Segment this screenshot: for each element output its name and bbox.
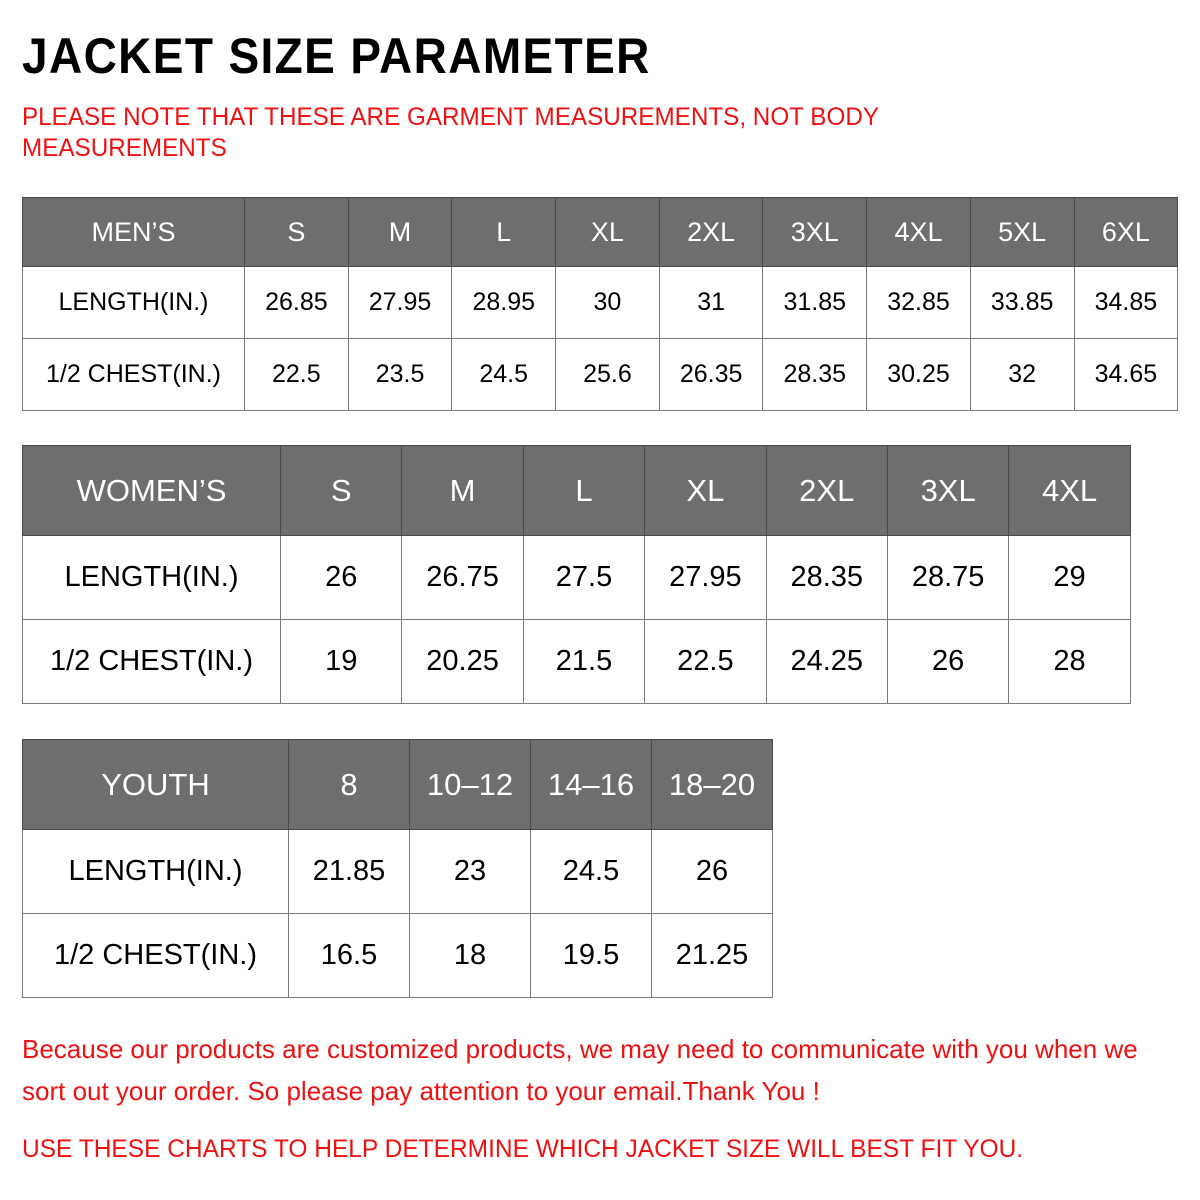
customization-note: Because our products are customized prod… (22, 1034, 1138, 1106)
cell-mens-length-s: 26.85 (244, 266, 349, 339)
row-label-womens-chest: 1/2 CHEST(IN.) (22, 619, 281, 704)
cell-youth-length-18-20: 26 (651, 829, 773, 914)
row-label-youth-chest: 1/2 CHEST(IN.) (22, 913, 289, 998)
column-header-womens-4xl: 4XL (1008, 445, 1131, 536)
cell-womens-chest-2xl: 24.25 (765, 619, 888, 704)
cell-youth-chest-10-12: 18 (409, 913, 531, 998)
table-header-row: YOUTH 8 10–12 14–16 18–20 (22, 739, 773, 830)
column-header-youth-label: YOUTH (22, 739, 289, 830)
column-header-womens-m: M (401, 445, 524, 536)
column-header-womens-l: L (522, 445, 646, 536)
cell-mens-chest-4xl: 30.25 (866, 338, 971, 411)
table-row: 1/2 CHEST(IN.) 22.5 23.5 24.5 25.6 26.35… (22, 338, 1179, 411)
cell-youth-chest-8: 16.5 (288, 913, 410, 998)
cell-womens-length-m: 26.75 (401, 535, 524, 620)
garment-measurement-notice: PLEASE NOTE THAT THESE ARE GARMENT MEASU… (22, 103, 879, 162)
cell-mens-length-4xl: 32.85 (866, 266, 971, 339)
cell-mens-chest-s: 22.5 (244, 338, 349, 411)
cell-womens-chest-s: 19 (279, 619, 403, 704)
column-header-mens-2xl: 2XL (658, 197, 764, 267)
cell-mens-length-xl: 30 (555, 266, 660, 339)
footer-notes: Because our products are customized prod… (22, 998, 1178, 1166)
cell-mens-chest-l: 24.5 (451, 338, 557, 411)
column-header-womens-2xl: 2XL (765, 445, 888, 536)
cell-mens-length-l: 28.95 (451, 266, 557, 339)
column-header-youth-10-12: 10–12 (409, 739, 531, 830)
cell-mens-length-5xl: 33.85 (969, 266, 1075, 339)
table-header-row: MEN’S S M L XL 2XL 3XL 4XL 5XL 6XL (22, 197, 1179, 267)
cell-youth-length-10-12: 23 (409, 829, 531, 914)
row-label-womens-length: LENGTH(IN.) (22, 535, 281, 620)
womens-size-table: WOMEN’S S M L XL 2XL 3XL 4XL LENGTH(IN.)… (22, 445, 1131, 704)
column-header-mens-5xl: 5XL (969, 197, 1075, 267)
table-row: LENGTH(IN.) 21.85 23 24.5 26 (22, 829, 773, 914)
table-header-row: WOMEN’S S M L XL 2XL 3XL 4XL (22, 445, 1131, 536)
column-header-mens-6xl: 6XL (1073, 197, 1179, 267)
cell-youth-length-8: 21.85 (288, 829, 410, 914)
cell-mens-chest-3xl: 28.35 (762, 338, 868, 411)
cell-womens-length-s: 26 (279, 535, 403, 620)
cell-mens-chest-xl: 25.6 (555, 338, 660, 411)
cell-youth-chest-18-20: 21.25 (651, 913, 773, 998)
youth-size-table: YOUTH 8 10–12 14–16 18–20 LENGTH(IN.) 21… (22, 739, 773, 998)
column-header-youth-14-16: 14–16 (530, 739, 652, 830)
cell-womens-length-l: 27.5 (522, 535, 646, 620)
chart-usage-note: USE THESE CHARTS TO HELP DETERMINE WHICH… (22, 1135, 1024, 1163)
cell-womens-length-3xl: 28.75 (886, 535, 1010, 620)
column-header-womens-3xl: 3XL (886, 445, 1010, 536)
cell-mens-length-6xl: 34.85 (1073, 266, 1179, 339)
column-header-youth-8: 8 (288, 739, 410, 830)
table-row: 1/2 CHEST(IN.) 19 20.25 21.5 22.5 24.25 … (22, 619, 1131, 704)
row-label-mens-chest: 1/2 CHEST(IN.) (22, 338, 245, 411)
column-header-womens-s: S (279, 445, 403, 536)
cell-mens-chest-6xl: 34.65 (1073, 338, 1179, 411)
mens-size-table: MEN’S S M L XL 2XL 3XL 4XL 5XL 6XL LENGT… (22, 197, 1179, 411)
cell-womens-chest-m: 20.25 (401, 619, 524, 704)
cell-mens-chest-2xl: 26.35 (658, 338, 764, 411)
cell-womens-chest-4xl: 28 (1008, 619, 1131, 704)
column-header-mens-l: L (451, 197, 557, 267)
column-header-womens-xl: XL (644, 445, 767, 536)
cell-womens-chest-l: 21.5 (522, 619, 646, 704)
cell-mens-chest-m: 23.5 (347, 338, 453, 411)
cell-womens-chest-3xl: 26 (886, 619, 1010, 704)
row-label-mens-length: LENGTH(IN.) (22, 266, 245, 339)
cell-womens-chest-xl: 22.5 (644, 619, 767, 704)
column-header-womens-label: WOMEN’S (22, 445, 281, 536)
cell-youth-length-14-16: 24.5 (530, 829, 652, 914)
cell-mens-length-2xl: 31 (658, 266, 764, 339)
cell-mens-length-3xl: 31.85 (762, 266, 868, 339)
table-row: LENGTH(IN.) 26.85 27.95 28.95 30 31 31.8… (22, 266, 1179, 339)
column-header-mens-3xl: 3XL (762, 197, 868, 267)
cell-womens-length-2xl: 28.35 (765, 535, 888, 620)
cell-youth-chest-14-16: 19.5 (530, 913, 652, 998)
cell-mens-chest-5xl: 32 (969, 338, 1075, 411)
column-header-youth-18-20: 18–20 (651, 739, 773, 830)
column-header-mens-m: M (347, 197, 453, 267)
row-label-youth-length: LENGTH(IN.) (22, 829, 289, 914)
column-header-mens-xl: XL (555, 197, 660, 267)
table-row: 1/2 CHEST(IN.) 16.5 18 19.5 21.25 (22, 913, 773, 998)
page-title: JACKET SIZE PARAMETER (22, 28, 651, 84)
cell-mens-length-m: 27.95 (347, 266, 453, 339)
cell-womens-length-4xl: 29 (1008, 535, 1131, 620)
column-header-mens-label: MEN’S (22, 197, 245, 267)
table-row: LENGTH(IN.) 26 26.75 27.5 27.95 28.35 28… (22, 535, 1131, 620)
cell-womens-length-xl: 27.95 (644, 535, 767, 620)
column-header-mens-4xl: 4XL (866, 197, 971, 267)
column-header-mens-s: S (244, 197, 349, 267)
